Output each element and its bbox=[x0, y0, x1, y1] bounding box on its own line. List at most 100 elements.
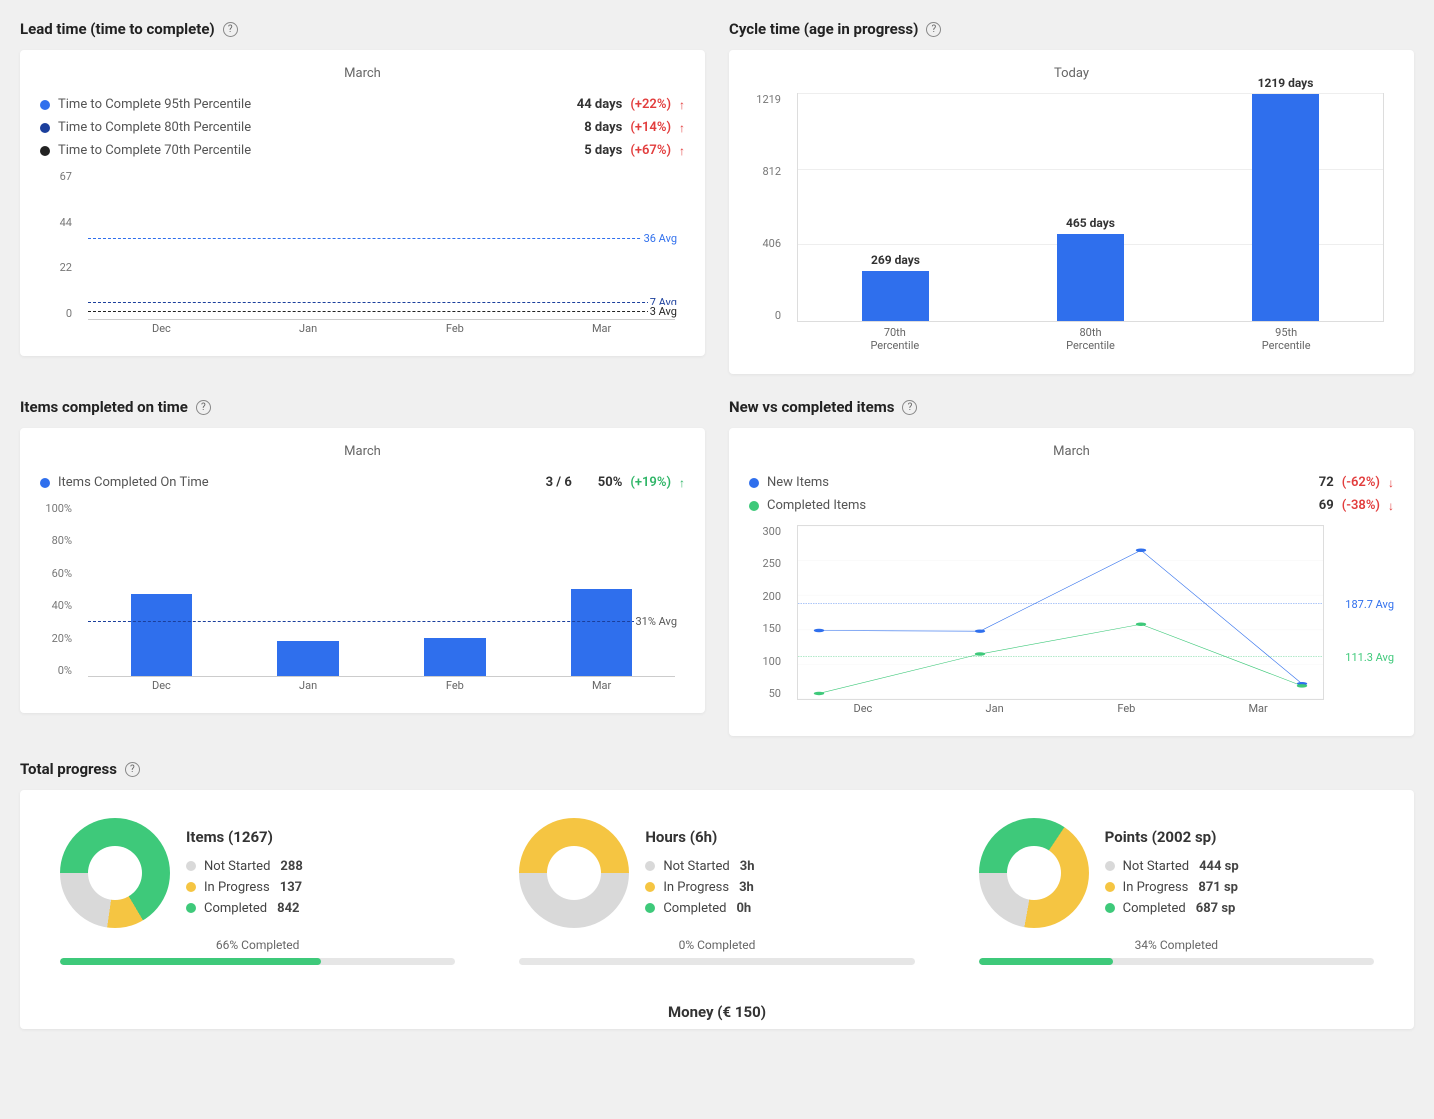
series-point[interactable] bbox=[1136, 623, 1147, 626]
row-2: Items completed on time ? March Items Co… bbox=[20, 398, 1414, 736]
completed-on-time-section: Items completed on time ? March Items Co… bbox=[20, 398, 705, 736]
donut-legend-value: 842 bbox=[277, 901, 299, 916]
progress-bar bbox=[519, 958, 914, 965]
progress-bar bbox=[979, 958, 1374, 965]
cycle-time-chart: 04068121219 269 days465 days1219 days 70… bbox=[749, 93, 1394, 358]
completed-title: Items completed on time bbox=[20, 398, 188, 416]
bar[interactable]: 269 days bbox=[862, 271, 928, 321]
donut-legend-row: Completed842 bbox=[186, 898, 455, 919]
legend-dot-icon bbox=[40, 100, 50, 110]
x-tick: Jan bbox=[235, 679, 382, 697]
legend-label: Completed Items bbox=[767, 498, 866, 513]
nvc-card: March New Items72(-62%)↓Completed Items6… bbox=[729, 428, 1414, 736]
legend-dot-icon bbox=[1105, 882, 1115, 892]
x-tick: 70th Percentile bbox=[797, 324, 993, 358]
donut-title: Hours (6h) bbox=[645, 828, 914, 846]
legend-dot-icon bbox=[186, 861, 196, 871]
nvc-legend: New Items72(-62%)↓Completed Items69(-38%… bbox=[749, 471, 1394, 517]
legend-row: New Items72(-62%)↓ bbox=[749, 471, 1394, 494]
cycle-time-section: Cycle time (age in progress) ? Today 040… bbox=[729, 20, 1414, 374]
series-line[interactable] bbox=[819, 624, 1302, 693]
progress-card: Items (1267)Not Started288In Progress137… bbox=[40, 804, 475, 985]
bar[interactable] bbox=[424, 638, 486, 676]
series-point[interactable] bbox=[814, 692, 825, 695]
donut-legend-row: In Progress3h bbox=[645, 877, 914, 898]
arrow-down-icon: ↓ bbox=[1388, 476, 1394, 490]
help-icon[interactable]: ? bbox=[926, 22, 941, 37]
dashboard: Lead time (time to complete) ? March Tim… bbox=[20, 20, 1414, 1029]
bar[interactable] bbox=[571, 589, 633, 676]
lead-time-legend: Time to Complete 95th Percentile44 days(… bbox=[40, 93, 685, 162]
donut-chart[interactable] bbox=[979, 818, 1089, 928]
pct-complete-label: 66% Completed bbox=[60, 938, 455, 952]
total-progress-section: Total progress ? Items (1267)Not Started… bbox=[20, 760, 1414, 1029]
bar-value-label: 1219 days bbox=[1258, 76, 1314, 90]
legend-dot-icon bbox=[186, 903, 196, 913]
donut-legend-row: Completed687 sp bbox=[1105, 898, 1374, 919]
series-line[interactable] bbox=[819, 550, 1302, 684]
arrow-up-icon: ↑ bbox=[679, 121, 685, 135]
donut-legend-label: Completed bbox=[663, 901, 726, 916]
help-icon[interactable]: ? bbox=[902, 400, 917, 415]
nvc-subtitle: March bbox=[749, 444, 1394, 459]
completed-subtitle: March bbox=[40, 444, 685, 459]
avg-line-label: 111.3 Avg bbox=[1345, 651, 1394, 664]
arrow-up-icon: ↑ bbox=[679, 144, 685, 158]
donut-legend-label: In Progress bbox=[663, 880, 729, 895]
row-1: Lead time (time to complete) ? March Tim… bbox=[20, 20, 1414, 374]
donut-legend-value: 687 sp bbox=[1196, 901, 1236, 916]
bar-value-label: 465 days bbox=[1066, 216, 1115, 230]
series-point[interactable] bbox=[1297, 684, 1308, 687]
x-tick: 95th Percentile bbox=[1188, 324, 1384, 358]
bar[interactable] bbox=[277, 641, 339, 676]
donut-legend-row: In Progress 871 sp bbox=[1105, 877, 1374, 898]
donut-chart[interactable] bbox=[519, 818, 629, 928]
legend-label: Time to Complete 70th Percentile bbox=[58, 143, 251, 158]
lead-time-card: March Time to Complete 95th Percentile44… bbox=[20, 50, 705, 356]
legend-value: 50% bbox=[598, 475, 623, 490]
donut-legend-label: Not Started bbox=[663, 859, 729, 874]
legend-dot-icon bbox=[40, 123, 50, 133]
completed-chart: 0%20%40%60%80%100% 31% Avg DecJanFebMar bbox=[40, 502, 685, 697]
cycle-time-title: Cycle time (age in progress) bbox=[729, 20, 918, 38]
legend-row: Time to Complete 70th Percentile5 days(+… bbox=[40, 139, 685, 162]
series-point[interactable] bbox=[814, 629, 825, 632]
donut-legend-value: 3h bbox=[740, 859, 755, 874]
legend-change: (+22%) bbox=[630, 97, 671, 112]
progress-fill bbox=[60, 958, 321, 965]
x-tick: Feb bbox=[382, 322, 529, 340]
x-tick: Mar bbox=[528, 322, 675, 340]
legend-dot-icon bbox=[749, 501, 759, 511]
lead-time-title: Lead time (time to complete) bbox=[20, 20, 215, 38]
x-tick: Jan bbox=[929, 702, 1061, 720]
bar[interactable] bbox=[131, 594, 193, 676]
series-point[interactable] bbox=[1136, 548, 1147, 551]
series-point[interactable] bbox=[975, 629, 986, 632]
legend-value: 72 bbox=[1319, 475, 1334, 490]
help-icon[interactable]: ? bbox=[223, 22, 238, 37]
bar[interactable]: 465 days bbox=[1057, 234, 1123, 321]
donut-grid: Items (1267)Not Started288In Progress137… bbox=[40, 804, 1394, 985]
help-icon[interactable]: ? bbox=[196, 400, 211, 415]
series-point[interactable] bbox=[975, 652, 986, 655]
legend-change: (+14%) bbox=[630, 120, 671, 135]
lead-time-subtitle: March bbox=[40, 66, 685, 81]
donut-legend-label: In Progress bbox=[1123, 880, 1189, 895]
help-icon[interactable]: ? bbox=[125, 762, 140, 777]
donut-legend-label: Not Started bbox=[204, 859, 270, 874]
legend-label: Time to Complete 95th Percentile bbox=[58, 97, 251, 112]
donut-chart[interactable] bbox=[60, 818, 170, 928]
legend-dot-icon bbox=[1105, 903, 1115, 913]
bar[interactable]: 1219 days bbox=[1252, 94, 1318, 321]
total-progress-title: Total progress bbox=[20, 760, 117, 778]
donut-legend-value: 871 sp bbox=[1198, 880, 1238, 895]
legend-row: Completed Items69(-38%)↓ bbox=[749, 494, 1394, 517]
completed-legend: Items Completed On Time3 / 650%(+19%)↑ bbox=[40, 471, 685, 494]
nvc-chart: 50100150200250300 187.7 Avg111.3 Avg Dec… bbox=[749, 525, 1394, 720]
x-tick: Dec bbox=[88, 322, 235, 340]
avg-line-label: 187.7 Avg bbox=[1345, 598, 1394, 611]
x-tick: Feb bbox=[1061, 702, 1193, 720]
legend-dot-icon bbox=[40, 146, 50, 156]
legend-value: 8 days bbox=[584, 120, 622, 135]
money-title: Money (€ 150) bbox=[40, 1003, 1394, 1021]
